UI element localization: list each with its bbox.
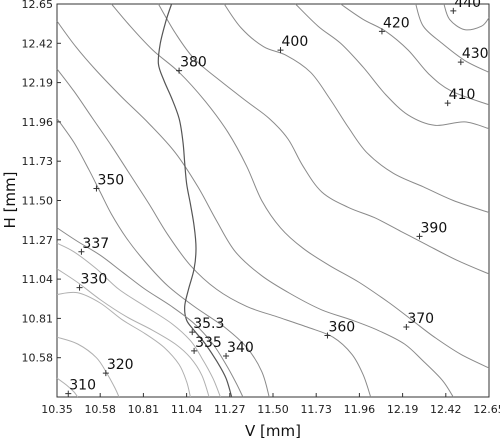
contour-line-400 [223, 3, 490, 213]
contour-labels: 440 420 400 380 430 410 350 390 337 330 35.3 360 370… [65, 0, 489, 397]
y-axis-ticks: 10.58 10.81 11.04 11.27 11.50 11.73 11.96 12.19… [22, 0, 61, 365]
x-tick-label: 11.73 [300, 403, 332, 416]
contour-label-marker [78, 248, 85, 255]
contour-label-marker [324, 332, 331, 339]
contour-label-marker [102, 370, 109, 377]
contour-label: 390 [421, 220, 448, 236]
contour-label: 420 [383, 15, 410, 31]
contour-label: 337 [82, 236, 109, 252]
y-tick-label: 10.58 [22, 352, 54, 365]
contour-label-marker [378, 28, 385, 35]
x-tick-label: 12.65 [473, 403, 500, 416]
contour-line-340 [56, 227, 244, 398]
contour-label: 340 [227, 340, 254, 356]
x-axis-title: V [mm] [245, 422, 301, 440]
contour-line-360 [56, 68, 372, 398]
y-tick-label: 12.65 [22, 0, 54, 11]
contour-line-330 [56, 291, 191, 398]
contour-line-410 [295, 3, 490, 130]
x-tick-label: 11.27 [214, 403, 246, 416]
contour-label: 35.3 [193, 316, 224, 332]
contour-label-marker [277, 47, 284, 54]
x-tick-label: 11.04 [171, 403, 203, 416]
contour-label: 370 [407, 311, 434, 327]
contour-label-marker [416, 233, 423, 240]
contour-label-marker [403, 323, 410, 330]
x-tick-label: 10.81 [128, 403, 160, 416]
x-tick-label: 10.58 [84, 403, 116, 416]
contour-line-350 [56, 118, 270, 398]
contour-line-335 [56, 268, 210, 398]
contour-label-marker [65, 390, 72, 397]
y-tick-label: 11.96 [22, 116, 54, 129]
y-tick-label: 11.04 [22, 273, 54, 286]
x-tick-label: 12.19 [387, 403, 419, 416]
x-tick-label: 11.50 [257, 403, 289, 416]
contour-label-marker [450, 7, 457, 14]
x-tick-label: 11.96 [344, 403, 376, 416]
y-tick-label: 12.42 [22, 37, 54, 50]
y-tick-label: 12.19 [22, 77, 54, 90]
contour-line-420 [340, 3, 490, 106]
contour-line-440 [443, 3, 490, 31]
contour-lines [56, 3, 490, 398]
contour-label-marker [223, 352, 230, 359]
y-tick-label: 10.81 [22, 312, 54, 325]
contour-label: 350 [97, 173, 124, 189]
plot-frame [56, 3, 490, 398]
contour-line-390 [157, 3, 490, 275]
contour-label: 380 [180, 55, 207, 71]
contour-line-337 [56, 242, 221, 398]
contour-label: 330 [81, 272, 108, 288]
contour-label: 430 [462, 46, 489, 62]
contour-label: 360 [328, 319, 355, 335]
contour-label: 440 [454, 0, 481, 11]
contour-label-marker [176, 67, 183, 74]
contour-label: 320 [107, 357, 134, 373]
contour-label-marker [93, 185, 100, 192]
contour-label: 400 [282, 34, 309, 50]
y-axis-title: H [mm] [1, 172, 19, 229]
contour-line-35-3 [157, 3, 233, 398]
contour-line-320 [56, 336, 120, 398]
x-tick-label: 10.35 [41, 403, 73, 416]
x-axis-ticks: 10.35 10.58 10.81 11.04 11.27 11.50 11.73 11.96… [41, 393, 500, 416]
y-tick-label: 11.27 [22, 234, 54, 247]
contour-line-370 [56, 20, 454, 398]
y-tick-label: 11.73 [22, 155, 54, 168]
x-tick-label: 12.42 [430, 403, 462, 416]
y-tick-label: 11.50 [22, 195, 54, 208]
contour-label: 410 [449, 87, 476, 103]
contour-label-marker [444, 100, 451, 107]
contour-label-marker [189, 329, 196, 336]
contour-label: 310 [69, 378, 96, 394]
contour-line-310 [56, 377, 79, 398]
contour-line-380 [111, 3, 490, 369]
contour-label-marker [191, 347, 198, 354]
contour-label-marker [76, 284, 83, 291]
contour-label: 335 [195, 335, 222, 351]
contour-line-430 [415, 3, 490, 73]
contour-label-marker [457, 59, 464, 66]
